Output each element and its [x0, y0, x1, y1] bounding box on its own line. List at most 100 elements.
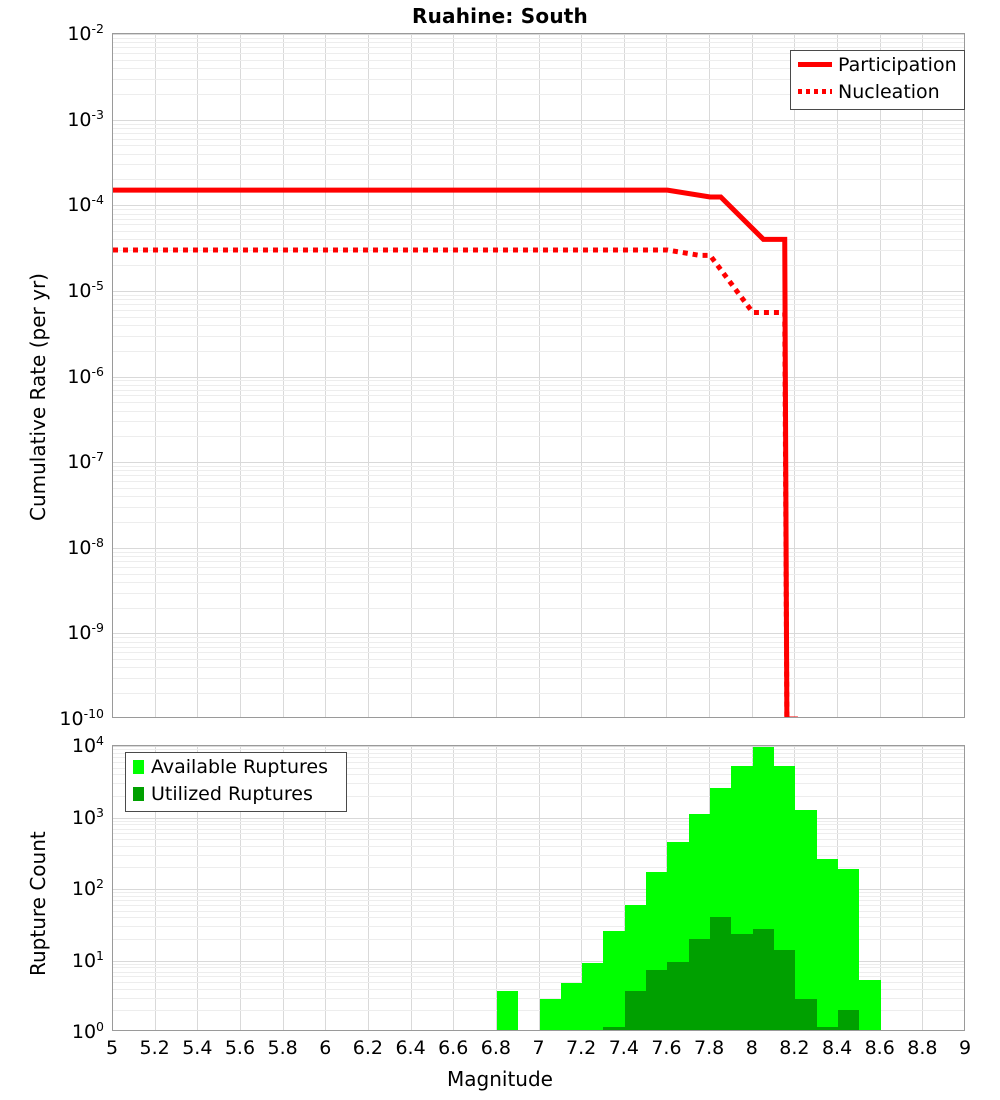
gridline-horizontal: [113, 127, 964, 129]
gridline-horizontal: [113, 967, 964, 969]
gridline-horizontal: [113, 988, 964, 990]
gridline-horizontal: [113, 854, 964, 856]
histogram-bar: [560, 746, 583, 1030]
gridline-horizontal: [113, 824, 964, 826]
gridline-horizontal: [113, 774, 964, 776]
gridline-vertical: [154, 34, 156, 717]
gridline-horizontal: [113, 833, 964, 835]
gridline-horizontal: [113, 52, 964, 54]
histogram-bar: [710, 746, 732, 1030]
gridline-horizontal: [113, 481, 964, 483]
gridline-horizontal: [113, 290, 964, 292]
gridline-horizontal: [113, 795, 964, 797]
gridline-horizontal: [113, 496, 964, 498]
gridline-horizontal: [113, 1010, 964, 1012]
gridline-vertical: [879, 746, 881, 1030]
green-box-icon: [133, 759, 144, 774]
gridline-horizontal: [113, 335, 964, 337]
gridline-horizontal: [113, 566, 964, 568]
gridline-horizontal: [113, 119, 964, 121]
gridline-horizontal: [113, 487, 964, 489]
histogram-bar: [795, 746, 817, 1030]
legend-item-participation: Participation: [791, 51, 964, 78]
series-line-nucleation: [113, 247, 796, 717]
gridline-vertical: [410, 746, 412, 1030]
gridline-horizontal: [113, 421, 964, 423]
x-axis-tick-label: 5.4: [182, 1037, 213, 1059]
legend-label-available-ruptures: Available Ruptures: [151, 755, 328, 778]
gridline-horizontal: [113, 294, 964, 296]
gridline-horizontal: [113, 783, 964, 785]
available-ruptures-bar: [816, 858, 839, 1030]
gridline-horizontal: [113, 218, 964, 220]
x-axis-tick-label: 5.6: [224, 1037, 256, 1059]
gridline-horizontal: [113, 402, 964, 404]
gridline-horizontal: [113, 309, 964, 311]
x-axis-tick-label: 8.6: [864, 1037, 895, 1059]
x-axis-tick-label: 6.6: [438, 1037, 469, 1059]
gridline-horizontal: [113, 678, 964, 680]
y-axis-tick-label: 10-3: [67, 106, 104, 131]
legend-label-utilized-ruptures: Utilized Ruptures: [151, 782, 313, 805]
gridline-horizontal: [113, 316, 964, 318]
gridline-horizontal: [113, 132, 964, 134]
utilized-ruptures-bar: [838, 1010, 860, 1030]
legend-label-nucleation: Nucleation: [838, 80, 940, 103]
rupture-legend: Available Ruptures Utilized Ruptures: [125, 752, 347, 812]
gridline-horizontal: [113, 839, 964, 841]
gridline-horizontal: [113, 607, 964, 609]
gridline-horizontal: [113, 164, 964, 166]
gridline-vertical: [709, 34, 711, 717]
gridline-horizontal: [113, 475, 964, 477]
gridline-horizontal: [113, 68, 964, 70]
gridline-vertical: [325, 746, 327, 1030]
gridline-horizontal: [113, 462, 964, 464]
utilized-ruptures-bar: [667, 961, 689, 1030]
y-axis-tick-label: 10-5: [67, 277, 104, 303]
histogram-bar: [624, 746, 647, 1030]
available-ruptures-bar: [539, 999, 561, 1030]
series-legend: Participation Nucleation: [790, 50, 965, 110]
gridline-horizontal: [113, 179, 964, 181]
gridline-horizontal: [113, 224, 964, 226]
legend-item-utilized-ruptures: Utilized Ruptures: [126, 780, 346, 807]
gridline-horizontal: [113, 436, 964, 438]
y-axis-tick-label: 10-6: [67, 363, 104, 388]
gridline-horizontal: [113, 205, 964, 207]
gridline-vertical: [922, 746, 924, 1030]
gridline-horizontal: [113, 761, 964, 763]
y-axis-tick-label: 100: [71, 1018, 104, 1044]
gridline-horizontal: [113, 963, 964, 965]
gridline-horizontal: [113, 410, 964, 412]
x-axis-tick-label: 7.4: [608, 1037, 639, 1059]
gridline-horizontal: [113, 667, 964, 669]
gridline-vertical: [239, 746, 241, 1030]
gridline-horizontal: [113, 145, 964, 147]
gridline-horizontal: [113, 971, 964, 973]
gridline-horizontal: [113, 551, 964, 553]
histogram-bar: [603, 746, 625, 1030]
x-axis-tick-label: 8.2: [779, 1037, 810, 1059]
gridline-horizontal: [113, 976, 964, 978]
gridline-vertical: [453, 34, 455, 717]
gridline-horizontal: [113, 757, 964, 759]
gridline-vertical: [922, 34, 924, 717]
gridline-horizontal: [113, 845, 964, 847]
gridline-horizontal: [113, 376, 964, 378]
available-ruptures-bar: [795, 809, 817, 1030]
gridline-horizontal: [113, 867, 964, 869]
x-axis-tick-label: 9: [958, 1037, 972, 1059]
gridline-horizontal: [113, 209, 964, 211]
cumulative-rate-series-layer: [113, 187, 798, 717]
gridline-vertical: [282, 34, 284, 717]
gridline-horizontal: [113, 265, 964, 267]
gridline-vertical: [154, 746, 156, 1030]
gridline-horizontal: [113, 34, 964, 35]
gridline-vertical: [538, 34, 540, 717]
gridline-horizontal: [113, 910, 964, 912]
gridline-vertical: [623, 34, 625, 717]
gridline-horizontal: [113, 42, 964, 44]
gridline-horizontal: [113, 917, 964, 919]
gridline-horizontal: [113, 521, 964, 523]
utilized-ruptures-bar: [731, 934, 753, 1030]
